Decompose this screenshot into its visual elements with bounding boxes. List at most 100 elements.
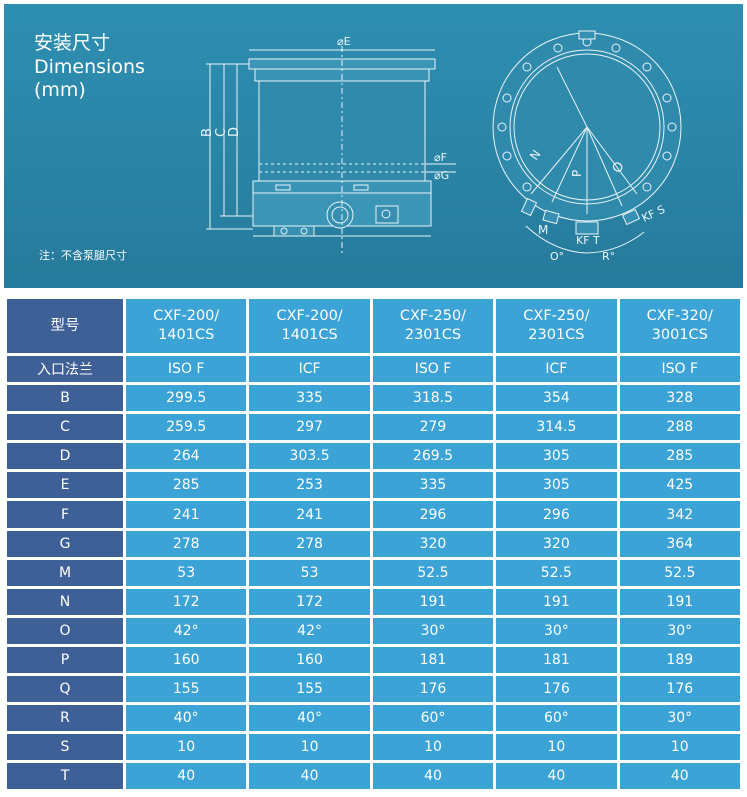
table-row: Q 155 155 176 176 176 (7, 676, 740, 703)
table-cell: 181 (496, 646, 617, 674)
table-cell: 299.5 (126, 385, 247, 412)
row-label: C (7, 414, 123, 441)
row-label: T (7, 763, 123, 790)
table-header-row: 型号 CXF-200/1401CS CXF-200/1401CS CXF-250… (7, 299, 740, 353)
table-cell: 288 (619, 414, 740, 441)
table-row: G 278 278 320 320 364 (7, 530, 740, 557)
table-cell: 425 (619, 472, 740, 499)
technical-drawing: ⌀E ⌀F ⌀G B C D (200, 30, 682, 263)
specification-table: 型号 CXF-200/1401CS CXF-200/1401CS CXF-250… (4, 296, 743, 792)
header-model-3: CXF-250/2301CS (372, 299, 494, 353)
table-cell: 52.5 (496, 559, 617, 586)
table-cell: 354 (496, 385, 617, 412)
table-cell: 176 (619, 676, 740, 703)
table-cell: 42° (249, 617, 370, 644)
table-cell: 10 (372, 734, 494, 761)
table-cell: 241 (249, 501, 370, 528)
table-cell: 172 (126, 588, 247, 615)
title-english-line1: Dimensions (34, 56, 145, 78)
table-row: C 259.5 297 279 314.5 288 (7, 414, 740, 441)
table-cell: 30° (619, 617, 740, 644)
table-cell: 191 (619, 588, 740, 615)
table-cell: 10 (126, 734, 247, 761)
footnote: 注：不含泵腿尺寸 (39, 249, 127, 262)
table-cell: 10 (619, 734, 740, 761)
table-cell: ISO F (619, 356, 740, 383)
table-row: B 299.5 335 318.5 354 328 (7, 385, 740, 412)
table-cell: 269.5 (372, 443, 494, 470)
table-row: 入口法兰 ISO F ICF ISO F ICF ISO F (7, 356, 740, 383)
label-g: ⌀G (434, 169, 449, 182)
table-cell: 285 (126, 472, 247, 499)
label-o-angle: O° (550, 250, 564, 263)
table-cell: 30° (619, 705, 740, 732)
label-p: P (570, 170, 584, 177)
table-cell: 297 (249, 414, 370, 441)
table-cell: ISO F (372, 356, 494, 383)
table-cell: 296 (372, 501, 494, 528)
table-cell: 52.5 (372, 559, 494, 586)
table-cell: ICF (496, 356, 617, 383)
header-model-1: CXF-200/1401CS (126, 299, 247, 353)
label-m: M (538, 223, 548, 237)
table-cell: 40 (126, 763, 247, 790)
table-cell: 342 (619, 501, 740, 528)
table-cell: 40 (496, 763, 617, 790)
table-cell: 40° (249, 705, 370, 732)
table-cell: 40° (126, 705, 247, 732)
table-cell: 320 (372, 530, 494, 557)
row-label: D (7, 443, 123, 470)
dimensions-figure: 安装尺寸 Dimensions (mm) 注：不含泵腿尺寸 (4, 4, 743, 288)
row-label: G (7, 530, 123, 557)
table-cell: 264 (126, 443, 247, 470)
header-model-5: CXF-320/3001CS (619, 299, 740, 353)
table-cell: 279 (372, 414, 494, 441)
row-label: O (7, 617, 123, 644)
table-cell: 296 (496, 501, 617, 528)
table-cell: 53 (249, 559, 370, 586)
row-label: F (7, 501, 123, 528)
table-cell: ISO F (126, 356, 247, 383)
table-cell: 30° (372, 617, 494, 644)
table-row: T 40 40 40 40 40 (7, 763, 740, 790)
table-row: F 241 241 296 296 342 (7, 501, 740, 528)
table-cell: 305 (496, 472, 617, 499)
table-row: D 264 303.5 269.5 305 285 (7, 443, 740, 470)
table-cell: 42° (126, 617, 247, 644)
pump-side-view (206, 46, 456, 254)
table-cell: 335 (372, 472, 494, 499)
table-cell: 191 (372, 588, 494, 615)
header-model-2: CXF-200/1401CS (249, 299, 370, 353)
table-cell: 10 (249, 734, 370, 761)
title-english-line2: (mm) (34, 79, 86, 101)
label-kf-s: KF S (640, 203, 667, 225)
row-label: S (7, 734, 123, 761)
table-cell: ICF (249, 356, 370, 383)
table-cell: 52.5 (619, 559, 740, 586)
row-label: 入口法兰 (7, 356, 123, 383)
table-cell: 318.5 (372, 385, 494, 412)
table-cell: 40 (249, 763, 370, 790)
row-label: B (7, 385, 123, 412)
table-cell: 172 (249, 588, 370, 615)
table-cell: 189 (619, 646, 740, 674)
table-cell: 155 (126, 676, 247, 703)
table-cell: 241 (126, 501, 247, 528)
table-cell: 40 (619, 763, 740, 790)
table-cell: 40 (372, 763, 494, 790)
label-d: D (227, 127, 242, 137)
table-cell: 10 (496, 734, 617, 761)
table-row: M 53 53 52.5 52.5 52.5 (7, 559, 740, 586)
label-e: ⌀E (337, 35, 351, 48)
table-row: O 42° 42° 30° 30° 30° (7, 617, 740, 644)
row-label: E (7, 472, 123, 499)
table-cell: 335 (249, 385, 370, 412)
table-cell: 364 (619, 530, 740, 557)
table-row: E 285 253 335 305 425 (7, 472, 740, 499)
table-row: P 160 160 181 181 189 (7, 646, 740, 674)
table-cell: 285 (619, 443, 740, 470)
table-cell: 60° (372, 705, 494, 732)
header-model-4: CXF-250/2301CS (496, 299, 617, 353)
row-label: R (7, 705, 123, 732)
table-cell: 253 (249, 472, 370, 499)
